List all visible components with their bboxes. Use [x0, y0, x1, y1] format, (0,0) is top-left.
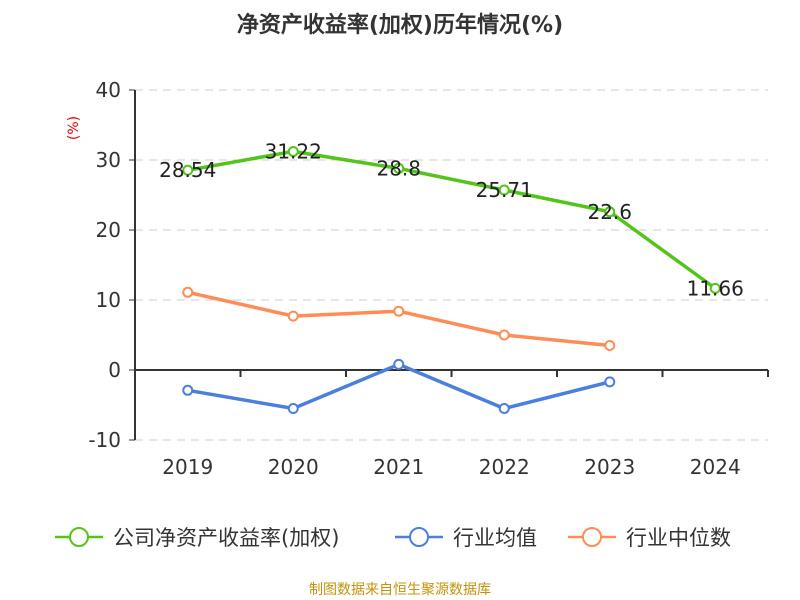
legend-label: 行业均值	[453, 526, 537, 550]
legend-marker	[69, 527, 89, 547]
x-tick-label: 2023	[584, 455, 635, 479]
data-point	[498, 403, 510, 414]
data-label: 28.8	[376, 156, 421, 180]
data-point	[287, 403, 299, 414]
data-label: 22.6	[587, 200, 632, 224]
data-point	[182, 384, 194, 396]
data-point	[287, 310, 299, 322]
x-tick-label: 2024	[690, 455, 741, 479]
data-label: 28.54	[159, 158, 216, 182]
x-tick-label: 2021	[373, 455, 424, 479]
y-axis-label: (%)	[66, 116, 82, 140]
y-tick-label: 10	[96, 288, 121, 312]
data-point	[182, 286, 194, 298]
data-point	[709, 282, 721, 294]
data-point	[604, 206, 616, 218]
source-note: 制图数据来自恒生聚源数据库	[309, 582, 491, 598]
x-tick-label: 2020	[268, 455, 319, 479]
data-label: 11.66	[687, 276, 744, 300]
legend-label: 公司净资产收益率(加权)	[113, 526, 339, 550]
y-tick-label: 40	[96, 78, 121, 102]
legend-label: 行业中位数	[626, 526, 731, 550]
y-tick-label: -10	[88, 428, 121, 452]
data-label: 25.71	[476, 178, 533, 202]
y-tick-label: 20	[96, 218, 121, 242]
x-tick-label: 2022	[479, 455, 530, 479]
x-tick-label: 2019	[162, 455, 213, 479]
data-point	[498, 329, 510, 341]
data-point	[393, 305, 405, 317]
legend-marker	[409, 527, 429, 547]
data-label: 31.22	[265, 139, 322, 163]
data-point	[182, 164, 194, 176]
data-point	[393, 358, 405, 370]
data-point	[604, 340, 616, 351]
series-line	[187, 362, 611, 411]
y-tick-label: 0	[108, 358, 121, 382]
y-tick-label: 30	[96, 148, 121, 172]
chart-title: 净资产收益率(加权)历年情况(%)	[237, 12, 563, 38]
legend-marker	[582, 527, 602, 547]
data-point	[393, 162, 405, 174]
data-point	[604, 376, 616, 388]
series-line	[187, 149, 717, 290]
data-point	[498, 184, 510, 196]
data-point	[287, 145, 299, 157]
